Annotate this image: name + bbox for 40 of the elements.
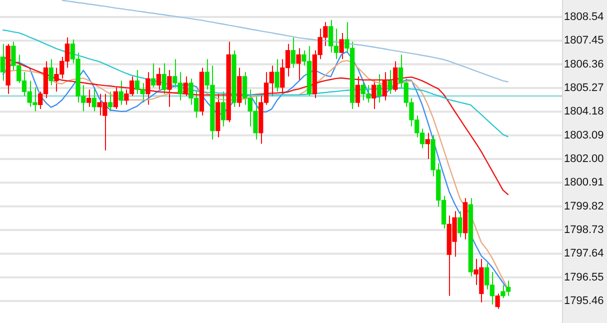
candlestick [183, 76, 188, 97]
candlestick [146, 72, 150, 106]
y-tick-label: 1803.09 [564, 129, 604, 142]
candlestick [167, 69, 172, 108]
candlestick [162, 62, 166, 94]
candlestick [150, 62, 156, 88]
y-tick-label: 1799.82 [564, 200, 604, 212]
candlestick [290, 36, 296, 68]
candlestick [393, 60, 398, 92]
y-tick-label: 1796.55 [564, 271, 604, 284]
candlestick [274, 58, 280, 92]
candlestick [86, 88, 92, 108]
y-tick-label: 1798.73 [564, 224, 604, 236]
candlestick [458, 210, 462, 238]
y-tick-label: 1795.46 [564, 295, 604, 308]
candlestick [296, 48, 301, 82]
candlestick [372, 80, 376, 110]
candlestick [376, 74, 382, 104]
candlestick [48, 58, 54, 86]
candlestick [156, 67, 162, 90]
candlestick [92, 86, 96, 112]
candlestick [355, 76, 360, 108]
y-tick-label: 1808.54 [564, 10, 604, 23]
y-tick-label: 1797.64 [564, 248, 604, 260]
candlestick [220, 91, 226, 127]
candlestick [118, 80, 124, 106]
candlestick [339, 32, 344, 60]
candlestick [113, 86, 118, 110]
y-tick-label: 1800.91 [564, 176, 604, 189]
candlestick [425, 132, 430, 160]
candlestick [495, 293, 500, 310]
y-tick-label: 1805.27 [564, 82, 604, 94]
candlestick [108, 91, 113, 112]
y-tick-label: 1806.36 [564, 58, 604, 70]
y-tick-label: 1802.00 [564, 153, 604, 166]
candlestick [388, 69, 392, 94]
candlestick [0, 43, 6, 82]
y-tick-label: 1804.18 [564, 106, 604, 118]
candlestick [382, 72, 387, 101]
y-tick-label: 1807.45 [564, 34, 604, 47]
